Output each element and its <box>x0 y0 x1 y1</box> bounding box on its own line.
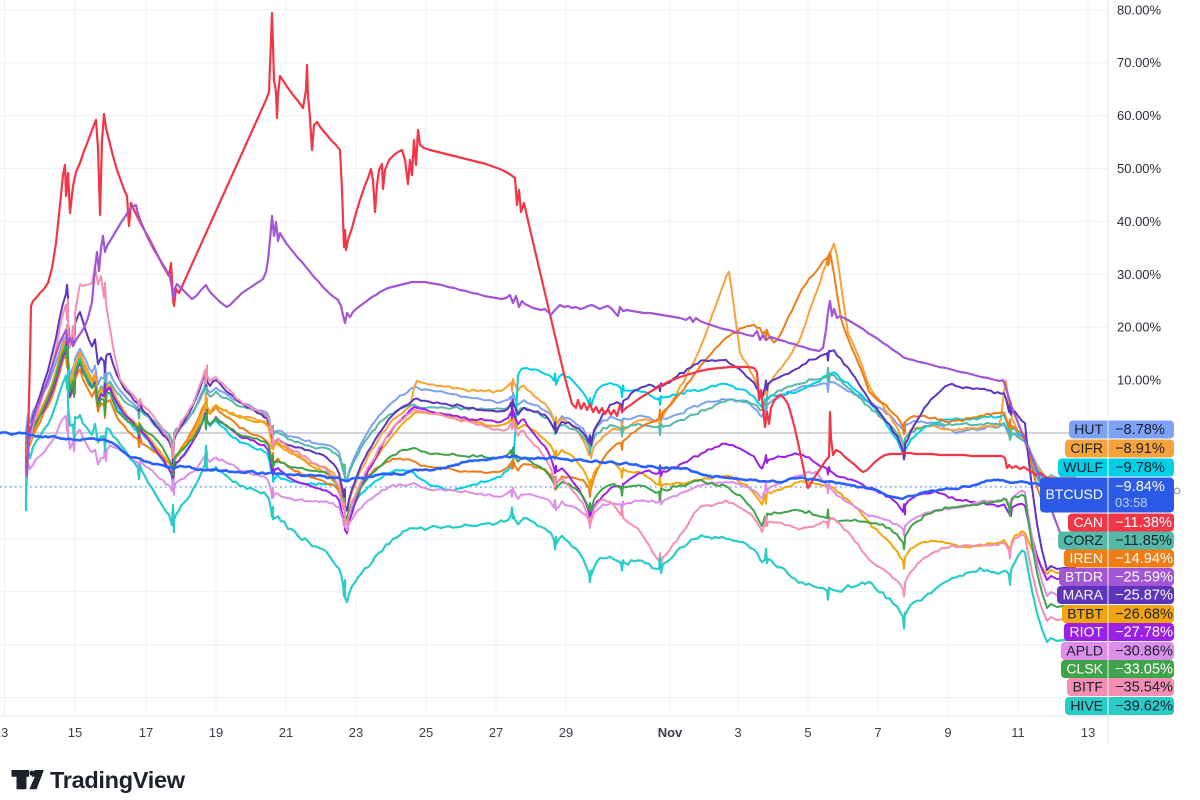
svg-text:CORZ: CORZ <box>1063 532 1103 548</box>
svg-text:−25.87%: −25.87% <box>1115 588 1173 604</box>
svg-text:17: 17 <box>139 725 153 740</box>
svg-text:29: 29 <box>559 725 573 740</box>
svg-text:BTDR: BTDR <box>1065 569 1103 585</box>
svg-text:30.00%: 30.00% <box>1117 267 1162 282</box>
svg-text:3: 3 <box>734 725 741 740</box>
svg-text:5: 5 <box>804 725 811 740</box>
svg-text:10.00%: 10.00% <box>1117 373 1162 388</box>
svg-text:13: 13 <box>0 725 8 740</box>
svg-text:23: 23 <box>349 725 363 740</box>
svg-text:RIOT: RIOT <box>1070 624 1104 640</box>
svg-text:TradingView: TradingView <box>50 767 186 793</box>
svg-text:−9.78%: −9.78% <box>1115 460 1165 476</box>
svg-text:HUT: HUT <box>1074 421 1103 437</box>
svg-text:−14.94%: −14.94% <box>1115 551 1173 567</box>
svg-text:−11.38%: −11.38% <box>1115 515 1172 531</box>
svg-text:25: 25 <box>419 725 433 740</box>
svg-text:20.00%: 20.00% <box>1117 320 1162 335</box>
svg-text:27: 27 <box>489 725 503 740</box>
svg-text:BITF: BITF <box>1073 679 1103 695</box>
svg-text:−35.54%: −35.54% <box>1115 680 1173 696</box>
svg-text:−27.78%: −27.78% <box>1115 625 1173 641</box>
svg-text:MARA: MARA <box>1063 587 1104 603</box>
svg-text:CIFR: CIFR <box>1070 440 1103 456</box>
svg-text:−11.85%: −11.85% <box>1115 533 1172 549</box>
svg-text:11: 11 <box>1011 725 1025 740</box>
svg-text:APLD: APLD <box>1066 643 1103 659</box>
svg-text:50.00%: 50.00% <box>1117 161 1162 176</box>
svg-text:−30.86%: −30.86% <box>1115 644 1173 660</box>
svg-text:HIVE: HIVE <box>1070 698 1103 714</box>
svg-text:15: 15 <box>68 725 82 740</box>
svg-text:7: 7 <box>874 725 881 740</box>
svg-text:19: 19 <box>209 725 223 740</box>
svg-text:−25.59%: −25.59% <box>1115 570 1173 586</box>
svg-text:21: 21 <box>279 725 293 740</box>
svg-text:CAN: CAN <box>1073 514 1103 530</box>
svg-text:Nov: Nov <box>658 725 683 740</box>
svg-text:−33.05%: −33.05% <box>1115 662 1173 678</box>
svg-text:−39.62%: −39.62% <box>1115 699 1173 715</box>
svg-text:80.00%: 80.00% <box>1117 2 1162 17</box>
svg-text:40.00%: 40.00% <box>1117 214 1162 229</box>
svg-text:IREN: IREN <box>1070 550 1103 566</box>
svg-text:WULF: WULF <box>1063 459 1103 475</box>
svg-text:−9.84%: −9.84% <box>1115 479 1165 495</box>
svg-text:13: 13 <box>1081 725 1095 740</box>
svg-text:70.00%: 70.00% <box>1117 55 1162 70</box>
svg-text:−8.78%: −8.78% <box>1115 422 1165 438</box>
svg-text:03:58: 03:58 <box>1115 495 1148 510</box>
svg-text:−26.68%: −26.68% <box>1115 607 1173 623</box>
svg-text:BTCUSD: BTCUSD <box>1045 486 1103 502</box>
svg-text:9: 9 <box>944 725 951 740</box>
svg-text:60.00%: 60.00% <box>1117 108 1162 123</box>
svg-text:−8.91%: −8.91% <box>1115 441 1165 457</box>
svg-text:CLSK: CLSK <box>1066 661 1103 677</box>
svg-text:BTBT: BTBT <box>1067 606 1103 622</box>
